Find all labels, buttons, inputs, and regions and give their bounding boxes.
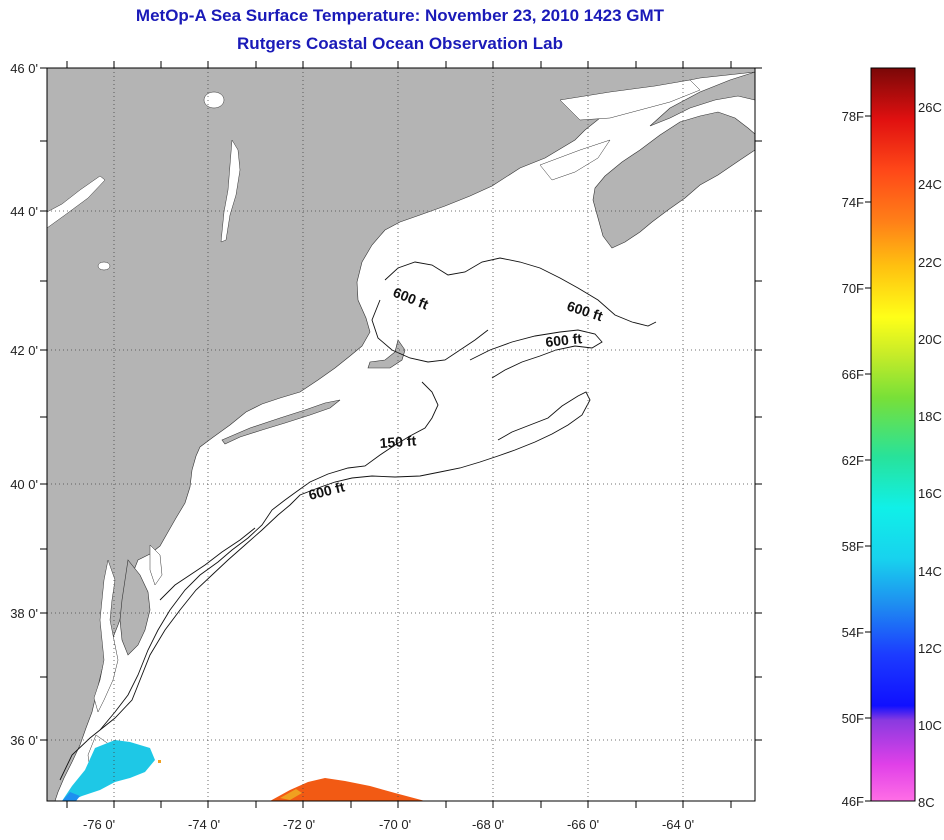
contour-600ft-gulf-maine bbox=[384, 257, 657, 327]
contour-600ft-georges bbox=[469, 329, 603, 379]
celsius-label: 14C bbox=[918, 564, 942, 579]
gaspe-landmass bbox=[649, 71, 756, 127]
sst-data bbox=[62, 740, 425, 801]
lake-champlain bbox=[220, 139, 241, 243]
lake-small-1 bbox=[203, 91, 225, 109]
chesapeake-bay bbox=[93, 559, 119, 713]
longitude-label: -64 0' bbox=[662, 817, 694, 832]
gulf-of-st-lawrence bbox=[559, 79, 701, 121]
latitude-labels: 46 0' 44 0' 42 0' 40 0' 38 0' 36 0' bbox=[10, 61, 38, 748]
fahrenheit-label: 74F bbox=[842, 195, 864, 210]
celsius-label: 22C bbox=[918, 255, 942, 270]
latitude-label: 36 0' bbox=[10, 733, 38, 748]
nova-scotia-landmass bbox=[592, 111, 756, 249]
lake-small-2 bbox=[97, 261, 111, 271]
axis-ticks bbox=[40, 61, 762, 808]
contour-label: 150 ft bbox=[379, 432, 417, 451]
longitude-label: -74 0' bbox=[188, 817, 220, 832]
longitude-label: -76 0' bbox=[83, 817, 115, 832]
celsius-label: 20C bbox=[918, 332, 942, 347]
fahrenheit-label: 50F bbox=[842, 711, 864, 726]
lake-ontario bbox=[46, 175, 106, 229]
fahrenheit-label: 46F bbox=[842, 794, 864, 809]
longitude-label: -66 0' bbox=[567, 817, 599, 832]
celsius-label: 26C bbox=[918, 100, 942, 115]
longitude-label: -72 0' bbox=[283, 817, 315, 832]
longitude-labels: -76 0' -74 0' -72 0' -70 0' -68 0' -66 0… bbox=[83, 817, 694, 832]
latitude-label: 44 0' bbox=[10, 204, 38, 219]
contour-gulf-maine-inner bbox=[371, 299, 489, 363]
celsius-label: 24C bbox=[918, 177, 942, 192]
latitude-label: 46 0' bbox=[10, 61, 38, 76]
latitude-label: 42 0' bbox=[10, 343, 38, 358]
contour-150ft-shelf bbox=[99, 381, 439, 731]
celsius-label: 10C bbox=[918, 718, 942, 733]
long-island-landmass bbox=[221, 399, 341, 445]
map-frame bbox=[46, 67, 756, 802]
delmarva-landmass bbox=[119, 559, 151, 656]
sst-speck bbox=[158, 760, 161, 763]
fahrenheit-label: 54F bbox=[842, 625, 864, 640]
colorbar-fahrenheit-labels: 78F 74F 70F 66F 62F 58F 54F 50F 46F bbox=[842, 109, 864, 809]
fahrenheit-label: 78F bbox=[842, 109, 864, 124]
colorbar-ticks bbox=[865, 115, 871, 802]
colorbar-celsius-labels: 26C 24C 22C 20C 18C 16C 14C 12C 10C 8C bbox=[918, 100, 942, 810]
longitude-label: -68 0' bbox=[472, 817, 504, 832]
map-subtitle: Rutgers Coastal Ocean Observation Lab bbox=[237, 34, 563, 53]
mainland-landmass bbox=[46, 67, 756, 802]
delaware-bay bbox=[149, 544, 163, 586]
celsius-label: 8C bbox=[918, 795, 935, 810]
contour-coast-inner bbox=[159, 527, 256, 601]
sst-cool-fringe bbox=[62, 792, 80, 801]
colorbar-gradient bbox=[870, 67, 916, 802]
celsius-label: 12C bbox=[918, 641, 942, 656]
celsius-label: 16C bbox=[918, 486, 942, 501]
fahrenheit-label: 58F bbox=[842, 539, 864, 554]
bay-of-fundy bbox=[539, 139, 611, 181]
sst-warm-patch bbox=[270, 778, 425, 801]
longitude-label: -70 0' bbox=[379, 817, 411, 832]
fahrenheit-label: 66F bbox=[842, 367, 864, 382]
sst-cool-patch bbox=[62, 740, 155, 801]
fahrenheit-label: 70F bbox=[842, 281, 864, 296]
fahrenheit-label: 62F bbox=[842, 453, 864, 468]
sst-warm-fringe bbox=[280, 789, 302, 800]
latitude-label: 38 0' bbox=[10, 606, 38, 621]
celsius-label: 18C bbox=[918, 409, 942, 424]
latitude-label: 40 0' bbox=[10, 477, 38, 492]
contour-label: 600 ft bbox=[545, 330, 583, 350]
temperature-colorbar: 78F 74F 70F 66F 62F 58F 54F 50F 46F 26C … bbox=[842, 67, 942, 810]
map-title: MetOp-A Sea Surface Temperature: Novembe… bbox=[135, 6, 665, 25]
